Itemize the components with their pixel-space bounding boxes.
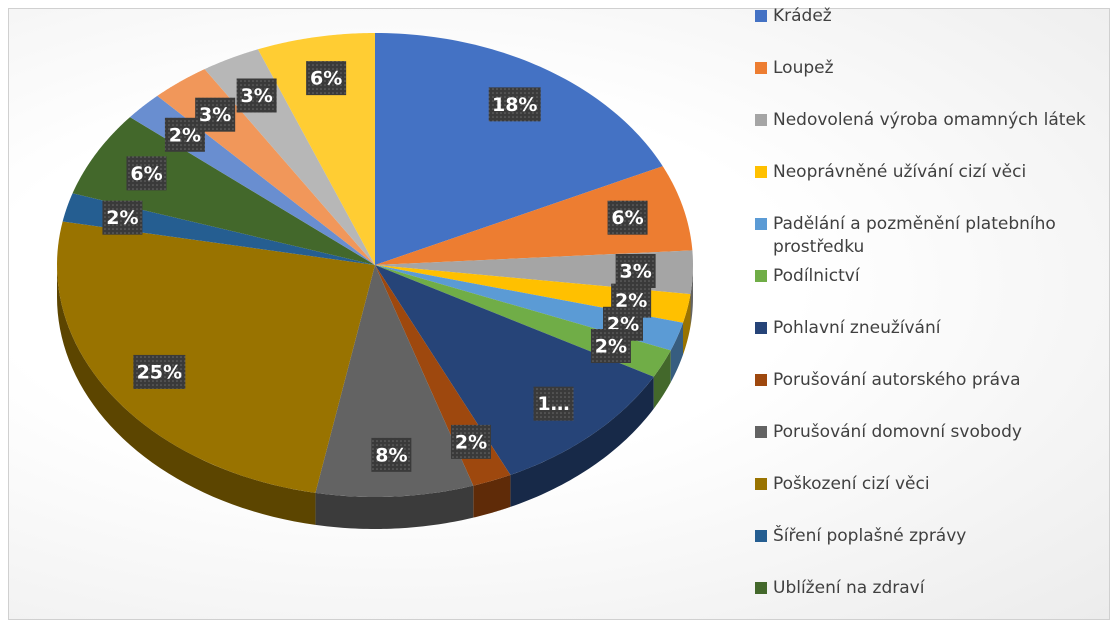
legend-swatch	[755, 114, 767, 126]
data-label-box	[615, 253, 656, 288]
slice-side	[315, 485, 474, 529]
data-label-box	[306, 61, 347, 96]
data-label: 3%	[199, 104, 231, 126]
legend-item: Šíření poplašné zprávy	[755, 525, 1115, 548]
legend-label: Nedovolená výroba omamných látek	[773, 110, 1086, 130]
data-label-box	[488, 87, 541, 122]
data-label: 2%	[615, 290, 647, 312]
slice	[315, 265, 474, 497]
legend-item: Krádež	[755, 5, 1115, 28]
data-label: 2%	[595, 336, 627, 358]
data-label-box	[607, 200, 648, 235]
legend-label: Porušování autorského práva	[773, 370, 1021, 390]
data-label-box	[126, 156, 167, 191]
data-label-box	[133, 354, 186, 389]
legend-label: Krádež	[773, 6, 832, 26]
slice-side	[57, 265, 316, 525]
slice-side	[510, 376, 654, 507]
legend-swatch	[755, 322, 767, 334]
legend-item: Poškození cizí věci	[755, 473, 1115, 496]
slice	[375, 166, 693, 265]
legend-swatch	[755, 166, 767, 178]
data-label-box	[371, 437, 412, 472]
slice	[375, 33, 663, 265]
data-label-box	[236, 78, 277, 113]
legend-swatch	[755, 270, 767, 282]
data-label: 2%	[169, 124, 201, 146]
legend-swatch	[755, 426, 767, 438]
slice	[57, 221, 375, 493]
legend-swatch	[755, 218, 767, 230]
data-label-box	[450, 424, 491, 459]
legend-swatch	[755, 62, 767, 74]
legend-item: Padělání a pozměnění platebního prostřed…	[755, 213, 1115, 259]
legend-item: Porušování autorského práva	[755, 369, 1115, 392]
legend-item: Pohlavní zneužívání	[755, 317, 1115, 340]
legend-label: Šíření poplašné zprávy	[773, 526, 967, 546]
data-label: 18%	[492, 94, 537, 116]
slice	[72, 117, 375, 265]
slice	[375, 250, 693, 295]
legend-swatch	[755, 374, 767, 386]
legend-item: Podílnictví	[755, 265, 1115, 288]
data-label: 2%	[106, 207, 138, 229]
slice	[375, 265, 654, 475]
legend-label: Loupež	[773, 58, 834, 78]
slice-side	[670, 322, 684, 383]
legend-item: Neoprávněné užívání cizí věci	[755, 161, 1115, 184]
legend-label: Podílnictví	[773, 266, 860, 286]
data-label: 25%	[137, 361, 182, 383]
legend-item: Loupež	[755, 57, 1115, 80]
legend-label: Padělání a pozměnění platebního prostřed…	[773, 214, 1056, 257]
data-label-box	[102, 200, 143, 235]
legend-label: Pohlavní zneužívání	[773, 318, 941, 338]
slice-side	[473, 474, 511, 518]
legend-swatch	[755, 478, 767, 490]
slice-side	[653, 350, 671, 409]
data-label: 8%	[375, 444, 407, 466]
slice-side	[690, 265, 693, 327]
legend-item: Ublížení na zdraví	[755, 577, 1115, 600]
legend-swatch	[755, 582, 767, 594]
legend-swatch	[755, 10, 767, 22]
data-label: 2%	[455, 431, 487, 453]
data-label-box	[533, 386, 574, 421]
data-label: 1…	[537, 393, 569, 415]
data-label: 6%	[130, 163, 162, 185]
legend-label: Ublížení na zdraví	[773, 578, 925, 598]
data-label-box	[195, 97, 236, 132]
legend-swatch	[755, 530, 767, 542]
data-label: 6%	[310, 68, 342, 90]
legend-item: Porušování domovní svobody	[755, 421, 1115, 444]
legend-label: Poškození cizí věci	[773, 474, 930, 494]
data-label: 3%	[240, 85, 272, 107]
legend-label: Porušování domovní svobody	[773, 422, 1022, 442]
slice-side	[683, 294, 691, 355]
legend-item: Nedovolená výroba omamných látek	[755, 109, 1115, 132]
data-label: 3%	[619, 260, 651, 282]
legend-label: Neoprávněné užívání cizí věci	[773, 162, 1027, 182]
pie: 18%6%3%2%2%2%1…2%8%25%2%6%2%3%3%6%	[57, 33, 693, 529]
data-label: 6%	[611, 207, 643, 229]
data-label-box	[590, 329, 631, 364]
